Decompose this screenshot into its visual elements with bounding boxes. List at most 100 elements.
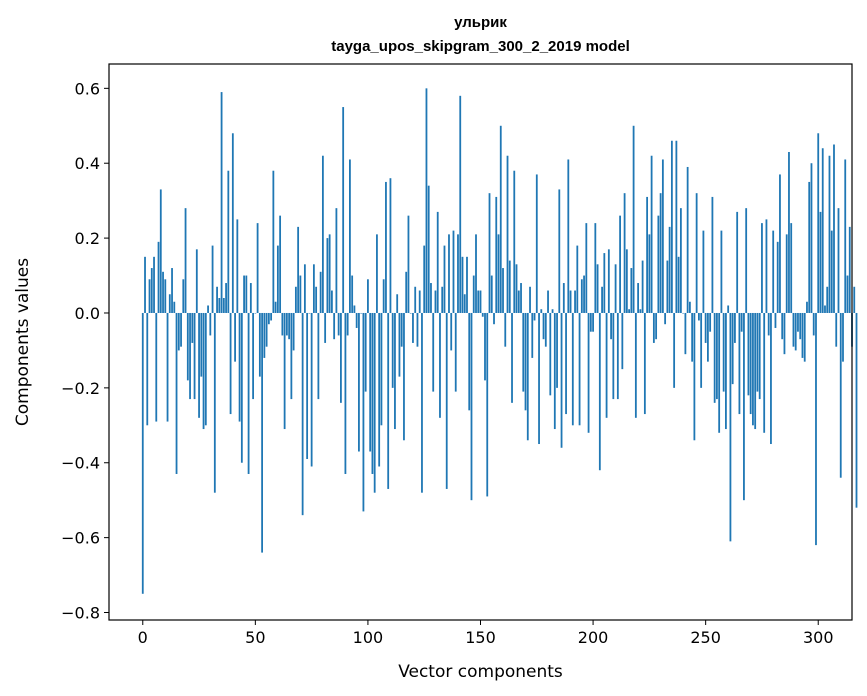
bar [576,245,579,313]
chart-title: ульрик [454,14,507,31]
bar [249,283,252,313]
bar [193,312,196,400]
bar [378,312,381,467]
bar [558,189,561,313]
bar [306,312,309,459]
bar [520,283,522,313]
bar [664,312,667,325]
bar [294,286,297,313]
bar [403,312,405,441]
bar [337,312,340,336]
bars-group [141,88,858,594]
bar [207,305,209,313]
bar [761,223,763,313]
bar [340,312,342,403]
bar [362,312,365,512]
bar [727,305,730,313]
bar [711,196,714,313]
bar [652,312,655,343]
bar [189,312,191,400]
bar [382,279,385,313]
bar [270,312,273,321]
bar [815,312,817,546]
bar [371,312,374,474]
bar [324,312,327,343]
bar [153,256,155,313]
bar [416,312,419,347]
x-tick-label: 50 [245,628,265,647]
bar [376,234,378,313]
bar [472,275,475,313]
bar [443,245,446,313]
bar [592,312,594,332]
bar [254,312,257,314]
bar [236,219,239,313]
bar [776,241,779,313]
bar [646,196,649,313]
bar [423,245,426,313]
bar [535,174,538,313]
bar [770,312,772,445]
bar [540,309,543,313]
bar [303,264,306,313]
bar [331,290,333,313]
y-axis-label: Components values [13,258,33,426]
bar [497,234,500,313]
bar [466,256,468,313]
bar [731,312,734,385]
bar [177,312,180,351]
bar [598,312,601,471]
bar [589,312,592,332]
x-axis-label: Vector components [398,662,563,682]
bar [634,312,637,418]
bar [817,133,820,313]
bar [601,286,603,313]
bar [792,312,795,347]
bar [531,312,534,358]
bar [477,290,480,313]
bar [385,181,387,313]
bar [553,312,556,430]
bar [821,148,824,313]
bar [346,312,349,336]
bar [171,268,173,313]
bar [839,312,842,478]
bar [349,159,351,313]
bar [475,234,477,313]
bar [765,219,768,313]
bar [801,312,804,358]
bar [247,312,250,474]
bar [668,226,671,313]
bar [441,286,444,313]
bar [691,312,694,362]
y-tick-label: 0.0 [75,304,100,323]
bar [824,305,826,313]
bar [632,125,635,313]
bar [234,312,236,362]
bar [621,312,624,370]
x-axis-ticks: 0 50 100 150 200 250 300 [138,620,834,647]
bar [479,290,482,313]
bar [198,312,200,418]
bar [344,312,347,474]
bar [387,312,390,489]
bar [799,312,802,340]
bar [688,301,691,313]
bar [855,312,858,508]
bar [312,264,315,313]
bar [150,268,153,313]
bar [650,155,653,313]
bar [229,312,232,415]
bar [258,312,261,377]
bar [216,286,218,313]
bar [677,256,680,313]
bar [499,125,502,313]
bar [686,166,689,313]
bar [736,211,739,313]
bar [560,312,563,448]
bar [414,286,417,313]
bar [186,312,189,381]
bar [162,271,164,313]
bar [569,290,572,313]
bar [184,208,187,313]
